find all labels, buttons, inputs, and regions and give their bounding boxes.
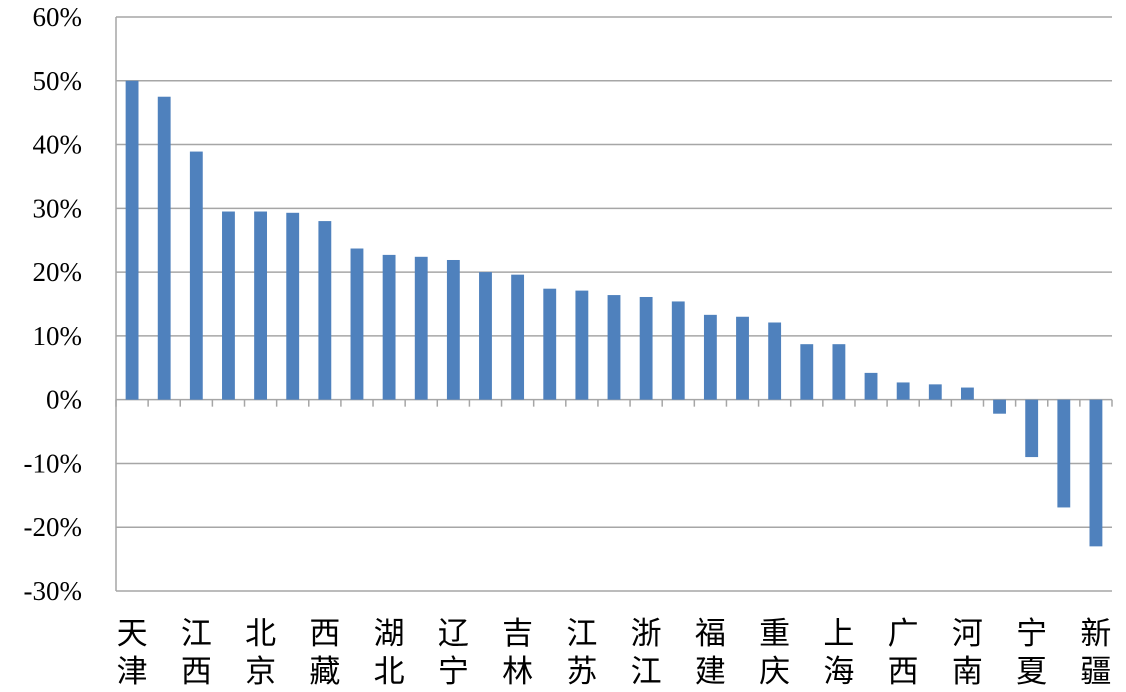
- bar: [1089, 399, 1103, 547]
- x-category-label: 浙: [631, 616, 662, 652]
- bar: [703, 314, 717, 400]
- bar: [832, 344, 846, 400]
- x-category-label: 庆: [759, 654, 790, 690]
- x-category-label: 湖: [374, 616, 405, 652]
- y-tick-label: -10%: [24, 448, 82, 478]
- x-category-label: 北: [245, 616, 276, 652]
- bar: [960, 387, 974, 400]
- bar: [382, 254, 396, 400]
- x-category-label: 江: [566, 616, 597, 652]
- x-category-label: 海: [823, 654, 854, 690]
- bar: [1025, 399, 1039, 458]
- x-category-label: 上: [823, 616, 854, 652]
- bar: [639, 296, 653, 400]
- x-category-label: 西: [181, 654, 212, 690]
- bar: [479, 272, 492, 400]
- x-category-label: 苏: [566, 654, 597, 690]
- x-category-label: 林: [502, 654, 533, 690]
- x-category-label: 吉: [502, 616, 533, 652]
- x-category-label: 江: [181, 616, 212, 652]
- y-tick-label: -20%: [24, 512, 82, 542]
- bar: [222, 211, 235, 400]
- x-category-label: 西: [309, 616, 340, 652]
- bar: [157, 96, 171, 400]
- bar: [928, 384, 942, 400]
- x-category-label: 疆: [1080, 654, 1111, 690]
- bar: [993, 399, 1006, 414]
- x-category-label: 西: [888, 654, 919, 690]
- x-category-label: 辽: [438, 616, 469, 652]
- x-category-label: 江: [631, 654, 662, 690]
- bars: [125, 80, 1103, 547]
- bar: [318, 221, 332, 400]
- bar: [607, 295, 621, 400]
- bar: [446, 259, 460, 400]
- x-category-label: 福: [695, 616, 726, 652]
- x-category-label: 宁: [438, 654, 469, 690]
- bar: [864, 372, 878, 400]
- y-tick-label: 50%: [33, 66, 83, 96]
- x-category-label: 河: [952, 616, 983, 652]
- bar: [575, 290, 589, 400]
- bar: [800, 344, 814, 400]
- x-category-label: 南: [952, 654, 983, 690]
- y-tick-label: 0%: [46, 385, 82, 415]
- x-category-label: 京: [245, 654, 276, 690]
- y-tick-label: 60%: [33, 2, 83, 32]
- y-tick-labels: 60% 50% 40% 30% 20% 10% 0% -10% -20% -30%: [24, 2, 82, 606]
- bar: [896, 382, 910, 400]
- bar: [189, 151, 203, 400]
- y-tick-label: -30%: [24, 576, 82, 606]
- x-category-label: 新: [1080, 616, 1111, 652]
- bar: [736, 316, 749, 400]
- y-tick-label: 30%: [33, 193, 83, 223]
- x-category-label: 北: [374, 654, 405, 690]
- x-category-label: 夏: [1016, 654, 1047, 690]
- y-tick-label: 20%: [33, 257, 83, 287]
- y-tick-label: 40%: [33, 130, 83, 160]
- bar: [254, 211, 268, 400]
- y-tick-label: 10%: [33, 321, 83, 351]
- bar: [511, 274, 525, 400]
- bar: [350, 248, 364, 400]
- bar: [414, 256, 428, 400]
- x-category-label: 宁: [1016, 616, 1047, 652]
- bar: [125, 80, 139, 400]
- bar: [768, 322, 782, 400]
- x-category-label: 重: [759, 616, 790, 652]
- bar: [543, 288, 557, 400]
- bar: [1057, 399, 1071, 508]
- x-category-label: 广: [888, 616, 919, 652]
- bar: [286, 212, 300, 400]
- x-category-label: 天: [117, 616, 148, 652]
- x-category-label: 建: [695, 654, 726, 690]
- x-category-label: 津: [117, 654, 148, 690]
- x-category-label: 藏: [309, 654, 340, 690]
- bar: [671, 301, 685, 400]
